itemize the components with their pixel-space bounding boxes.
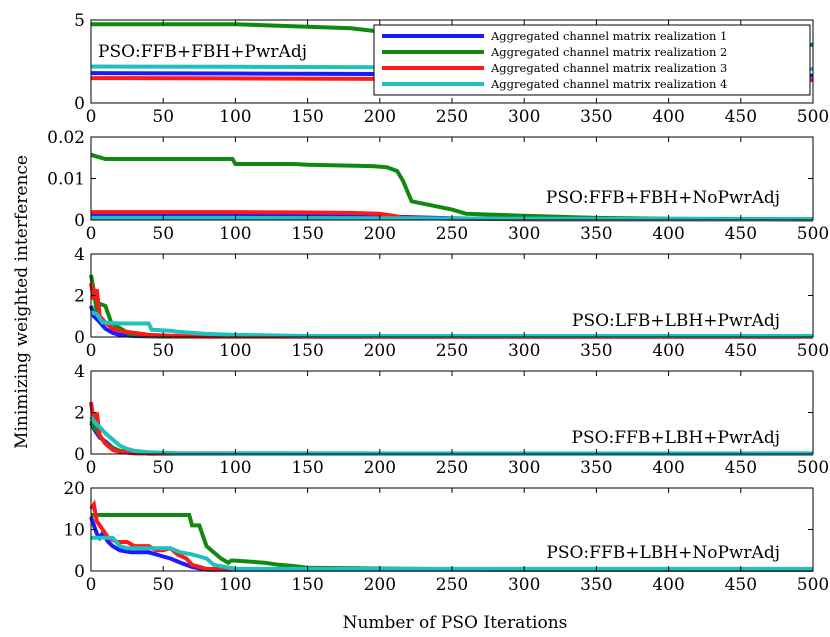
x-tick-label: 100: [219, 458, 251, 478]
x-tick-label: 400: [652, 107, 684, 127]
panel-title: PSO:FFB+LBH+PwrAdj: [572, 428, 780, 448]
x-tick-label: 150: [291, 458, 323, 478]
y-tick-label: 10: [63, 521, 85, 541]
panel-2: 0 50 100 150 200 250 300 350 400 450 500 0 0.01 0.02 P…: [47, 128, 829, 244]
x-tick-label: 450: [725, 107, 757, 127]
x-tick-label: 350: [580, 458, 612, 478]
x-tick-label: 250: [436, 458, 468, 478]
panel-4: 0 50 100 150 200 250 300 350 400 450 500 0 2 4 PSO:FFB…: [74, 362, 829, 478]
x-tick-label: 450: [725, 575, 757, 595]
legend: Aggregated channel matrix realization 1 A…: [373, 24, 811, 96]
x-tick-label: 100: [219, 575, 251, 595]
y-tick-label: 4: [74, 245, 85, 265]
x-tick-label: 0: [86, 107, 97, 127]
x-tick-label: 250: [436, 107, 468, 127]
panel-title: PSO:LFB+LBH+PwrAdj: [572, 311, 780, 331]
x-tick-label: 150: [291, 341, 323, 361]
x-tick-label: 450: [725, 224, 757, 244]
x-tick-label: 350: [580, 224, 612, 244]
x-tick-label: 300: [508, 107, 540, 127]
legend-label-4: Aggregated channel matrix realization 4: [490, 77, 727, 91]
y-tick-label: 2: [74, 404, 85, 424]
y-axis-label: Minimizing weighted interference: [12, 155, 32, 449]
x-tick-label: 300: [508, 341, 540, 361]
y-tick-label: 0.02: [47, 128, 85, 148]
panel-title: PSO:FFB+FBH+NoPwrAdj: [546, 188, 780, 208]
x-tick-label: 50: [152, 341, 174, 361]
y-tick-label: 0: [74, 562, 85, 582]
x-tick-label: 350: [580, 575, 612, 595]
legend-label-2: Aggregated channel matrix realization 2: [490, 45, 727, 59]
x-tick-label: 250: [436, 575, 468, 595]
x-tick-label: 400: [652, 224, 684, 244]
x-tick-label: 200: [364, 458, 396, 478]
x-tick-label: 0: [86, 575, 97, 595]
series-line-3: [89, 282, 813, 339]
x-tick-label: 400: [652, 341, 684, 361]
x-tick-label: 200: [364, 341, 396, 361]
x-tick-label: 500: [797, 575, 829, 595]
x-tick-label: 50: [152, 107, 174, 127]
series-line-4: [89, 415, 813, 456]
y-tick-label: 20: [63, 479, 85, 499]
series-line-2: [90, 152, 814, 222]
y-tick-label: 4: [74, 362, 85, 382]
x-axis-label: Number of PSO Iterations: [343, 613, 568, 633]
y-tick-label: 0.01: [47, 170, 85, 190]
y-tick-label: 2: [74, 287, 85, 307]
x-tick-label: 350: [580, 107, 612, 127]
x-tick-label: 500: [797, 107, 829, 127]
x-tick-label: 50: [152, 224, 174, 244]
panel-3: 0 50 100 150 200 250 300 350 400 450 500 0 2 4 PSO:LFB…: [74, 245, 829, 361]
x-tick-label: 100: [219, 107, 251, 127]
panel-title: PSO:FFB+FBH+PwrAdj: [98, 42, 307, 62]
x-tick-label: 0: [86, 341, 97, 361]
panel-1: 0 50 100 150 200 250 300 350 400 450 500 0 5 PSO:FFB+…: [74, 11, 829, 127]
legend-label-1: Aggregated channel matrix realization 1: [490, 29, 727, 43]
x-tick-label: 250: [436, 341, 468, 361]
x-tick-label: 200: [364, 575, 396, 595]
x-tick-label: 350: [580, 341, 612, 361]
legend-label-3: Aggregated channel matrix realization 3: [490, 61, 727, 75]
y-tick-label: 0: [74, 94, 85, 114]
x-tick-label: 500: [797, 458, 829, 478]
series-line-4: [91, 535, 813, 571]
x-tick-label: 250: [436, 224, 468, 244]
y-tick-label: 5: [74, 11, 85, 31]
x-tick-label: 400: [652, 458, 684, 478]
x-tick-label: 300: [508, 575, 540, 595]
x-tick-label: 300: [508, 458, 540, 478]
x-tick-label: 200: [364, 224, 396, 244]
series-line-3: [89, 499, 814, 572]
y-tick-label: 0: [74, 211, 85, 231]
x-tick-label: 200: [364, 107, 396, 127]
x-tick-label: 150: [291, 224, 323, 244]
x-tick-label: 150: [291, 575, 323, 595]
panel-title: PSO:FFB+LBH+NoPwrAdj: [546, 543, 780, 563]
x-tick-label: 400: [652, 575, 684, 595]
x-tick-label: 300: [508, 224, 540, 244]
x-tick-label: 150: [291, 107, 323, 127]
panel-5: 0 50 100 150 200 250 300 350 400 450 500 0 10 20 PSO:F…: [63, 479, 829, 595]
x-tick-label: 50: [152, 575, 174, 595]
y-tick-label: 0: [74, 445, 85, 465]
y-tick-label: 0: [74, 328, 85, 348]
x-tick-label: 450: [725, 341, 757, 361]
x-tick-label: 0: [86, 458, 97, 478]
x-tick-label: 0: [86, 224, 97, 244]
x-tick-label: 100: [219, 341, 251, 361]
x-tick-label: 500: [797, 341, 829, 361]
x-tick-label: 100: [219, 224, 251, 244]
x-tick-label: 500: [797, 224, 829, 244]
x-tick-label: 450: [725, 458, 757, 478]
x-tick-label: 50: [152, 458, 174, 478]
series-line-1: [89, 516, 813, 572]
